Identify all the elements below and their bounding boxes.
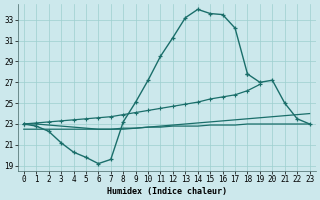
X-axis label: Humidex (Indice chaleur): Humidex (Indice chaleur): [107, 187, 227, 196]
